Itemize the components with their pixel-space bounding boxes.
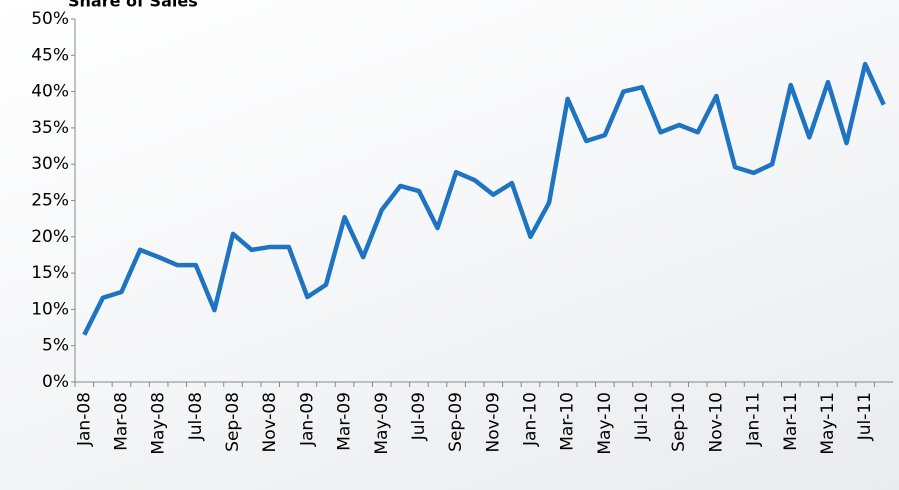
- data-line: [82, 61, 886, 336]
- x-tick-label: Jul-08: [186, 392, 206, 441]
- y-tick-label: 30%: [31, 154, 69, 174]
- x-tick-label: Nov-08: [260, 392, 280, 453]
- y-tick-label: 5%: [42, 336, 69, 356]
- x-tick-label: Jan-08: [74, 392, 94, 447]
- x-tick-label: Nov-10: [706, 392, 726, 453]
- x-tick-label: Mar-10: [558, 392, 578, 451]
- x-tick-label: Mar-11: [781, 392, 801, 451]
- x-tick-label: Nov-09: [483, 392, 503, 453]
- y-tick-label: 0%: [42, 372, 69, 392]
- x-tick-label: Sep-09: [446, 392, 466, 452]
- x-tick-label: May-09: [372, 392, 392, 455]
- y-tick-label: 10%: [31, 299, 69, 319]
- x-tick-label: Jan-10: [520, 392, 540, 447]
- x-tick-label: Mar-08: [111, 392, 131, 451]
- x-tick-label: May-10: [595, 392, 615, 455]
- x-tick-label: Jul-09: [409, 392, 429, 441]
- y-tick-label: 20%: [31, 227, 69, 247]
- chart-title: Share of Sales: [68, 0, 198, 11]
- x-tick-label: May-08: [149, 392, 169, 455]
- y-tick-label: 50%: [31, 9, 69, 29]
- y-tick-label: 35%: [31, 118, 69, 138]
- x-tick-label: Jul-10: [632, 392, 652, 441]
- x-tick-label: Jul-11: [855, 392, 875, 441]
- x-tick-label: Sep-10: [669, 392, 689, 452]
- y-tick-label: 40%: [31, 82, 69, 102]
- x-tick-label: Jan-09: [297, 392, 317, 447]
- y-tick-label: 25%: [31, 191, 69, 211]
- x-tick-label: Mar-09: [335, 392, 355, 451]
- x-tick-label: May-11: [818, 392, 838, 455]
- x-tick-label: Jan-11: [744, 392, 764, 447]
- y-tick-label: 45%: [31, 45, 69, 65]
- x-tick-label: Sep-08: [223, 392, 243, 452]
- y-tick-label: 15%: [31, 263, 69, 283]
